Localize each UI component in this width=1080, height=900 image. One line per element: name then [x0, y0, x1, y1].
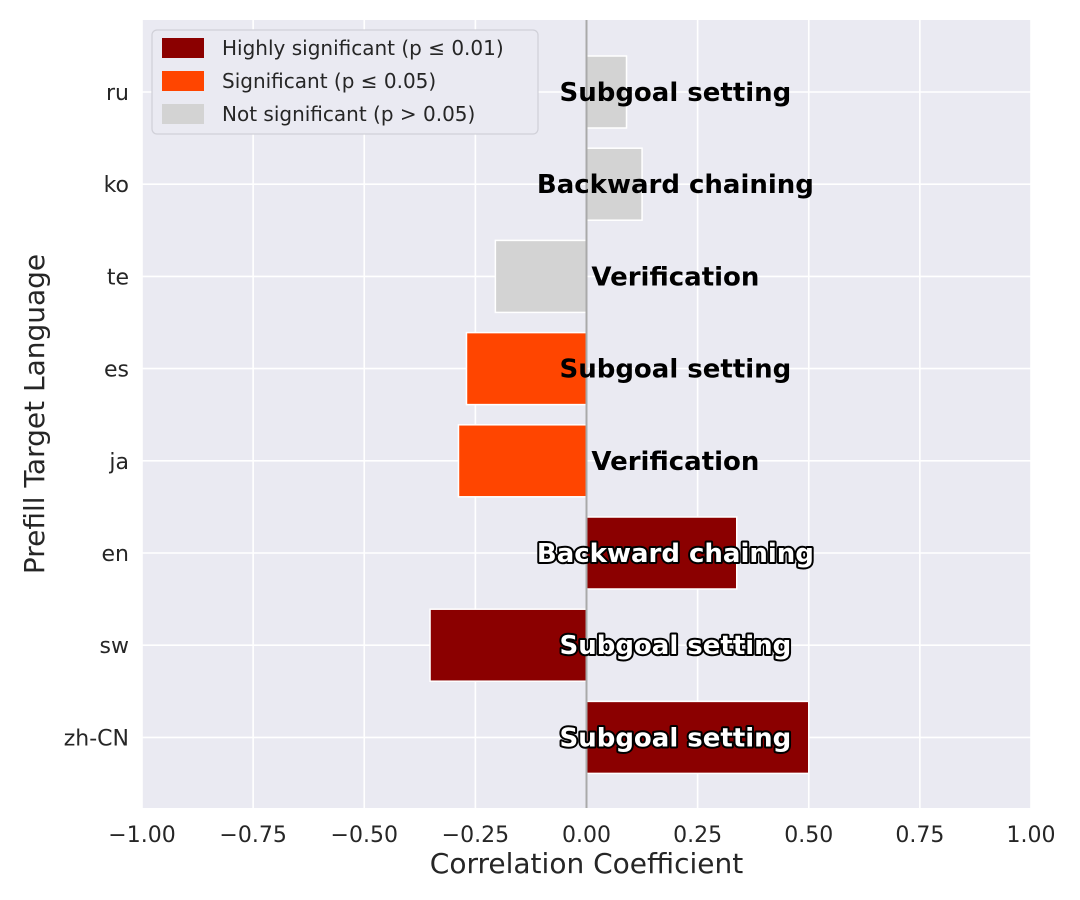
x-tick-labels: −1.00 −0.75 −0.50 −0.25 0.00 0.25 0.50 0.75 1.00 — [108, 823, 1055, 848]
x-tick-label: 0.50 — [784, 823, 833, 848]
y-tick-label: ko — [104, 173, 129, 198]
bars — [429, 55, 810, 775]
bar-label-sw: Subgoal setting — [559, 631, 791, 661]
bar-label-te: Verification — [591, 262, 759, 292]
bar-label-ru: Subgoal setting — [559, 78, 791, 108]
legend-entry-label: Significant (p ≤ 0.05) — [222, 69, 436, 93]
y-axis-title: Prefill Target Language — [18, 254, 51, 574]
bar-label-ja: Verification — [591, 447, 759, 477]
bar-label-ko: Backward chaining — [537, 170, 814, 200]
y-tick-label: te — [107, 265, 129, 290]
bar-zh-CN — [585, 700, 810, 775]
bar-ko — [585, 147, 643, 221]
x-tick-label: 0.00 — [562, 823, 611, 848]
x-tick-label: −0.25 — [442, 823, 509, 848]
legend-box — [151, 29, 539, 135]
x-axis-title: Correlation Coefficient — [430, 847, 743, 880]
bar-labels: Subgoal setting Backward chaining Verifica… — [535, 78, 816, 755]
bar-label-en: Backward chaining — [537, 539, 814, 569]
x-tick-label: −1.00 — [108, 823, 175, 848]
x-tick-label: 0.25 — [673, 823, 722, 848]
y-tick-label: sw — [100, 634, 129, 659]
legend-swatch — [162, 104, 204, 124]
bar-ja — [457, 424, 588, 498]
x-tick-label: 0.75 — [895, 823, 944, 848]
legend-entry-label: Not significant (p > 0.05) — [222, 102, 475, 126]
y-tick-label: ru — [106, 81, 129, 106]
y-tick-label: es — [104, 358, 129, 383]
legend-entry-label: Highly significant (p ≤ 0.01) — [222, 36, 504, 60]
bar-te — [494, 239, 588, 314]
x-tick-label: −0.75 — [219, 823, 286, 848]
y-tick-labels: ru ko te es ja en sw zh-CN — [64, 81, 129, 751]
y-tick-label: ja — [108, 450, 129, 475]
legend-swatch — [162, 71, 204, 91]
y-tick-label: zh-CN — [64, 726, 129, 751]
bar-label-es: Subgoal setting — [559, 355, 791, 385]
legend: Highly significant (p ≤ 0.01) Significant… — [151, 29, 539, 135]
x-tick-label: −0.50 — [331, 823, 398, 848]
y-tick-label: en — [102, 542, 129, 567]
x-tick-label: 1.00 — [1007, 823, 1056, 848]
legend-swatch — [162, 38, 204, 58]
bar-label-zh-CN: Subgoal setting — [559, 723, 791, 753]
